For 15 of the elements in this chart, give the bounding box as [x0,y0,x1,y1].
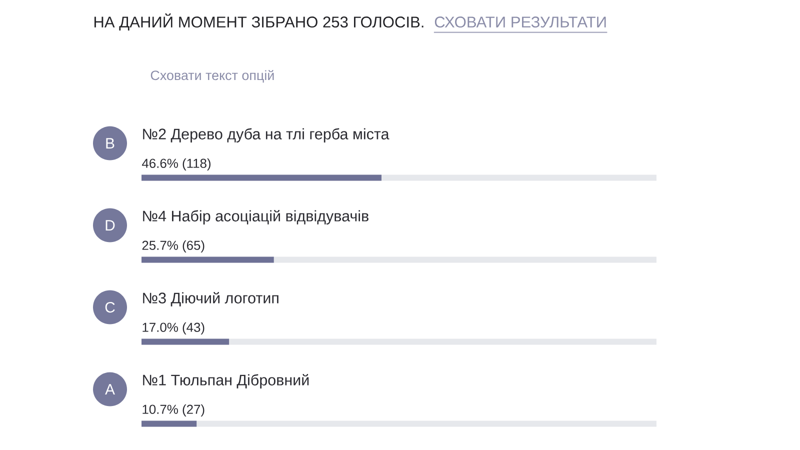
text: A [105,384,115,394]
data-label: 10.7% (27) [142,404,204,416]
y-tick-label: №1 Тюльпан Дібровний [143,374,309,388]
data-label: 25.7% (65) [142,240,204,252]
text: C [105,302,115,313]
data-label: 46.6% (118) [142,158,210,170]
y-tick-label: №2 Дерево дуба на тлі герба міста [143,128,390,142]
text: СХОВАТИ РЕЗУЛЬТАТИ [434,16,606,28]
chart-title: НА ДАНИЙ МОМЕНТ ЗІБРАНО 253 ГОЛОСІВ. [94,13,424,30]
data-label: 17.0% (43) [142,322,204,334]
text: Сховати текст опцій [150,70,274,83]
text: D [106,220,115,230]
text: B [106,138,114,148]
y-tick-label: №3 Діючий логотип [143,292,278,306]
y-tick-label: №4 Набір асоціацій відвідувачів [143,210,368,224]
